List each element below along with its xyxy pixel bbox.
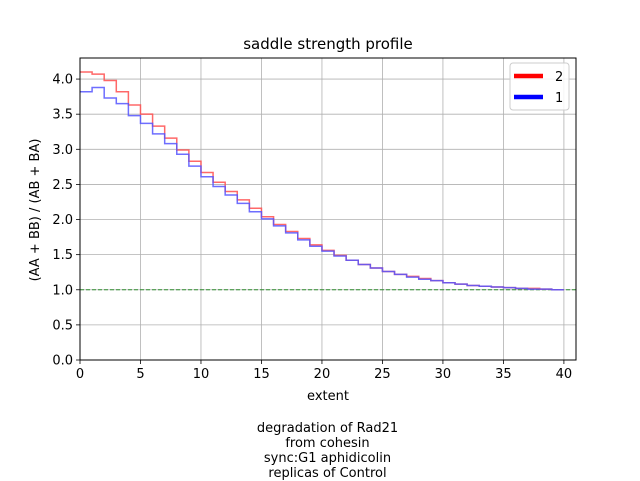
x-tick-label: 35	[495, 367, 512, 382]
x-axis-ticks: 0 5 10 15 20 25 30 35 40	[76, 360, 572, 382]
x-tick-label: 25	[374, 367, 391, 382]
x-axis-label: extent	[307, 389, 349, 404]
series-line-1	[80, 86, 564, 291]
plot-frame	[79, 57, 577, 361]
y-axis-ticks: 0.0 0.5 1.0 1.5 2.0 2.5 3.0 3.5 4.0	[52, 73, 80, 369]
x-tick-label: 30	[435, 367, 452, 382]
caption-line-2: from cohesin	[285, 436, 370, 451]
x-tick-label: 10	[193, 367, 210, 382]
y-tick-label: 2.5	[52, 178, 73, 193]
caption-line-3: sync:G1 aphidicolin	[263, 451, 392, 466]
caption-line-4: replicas of Control	[268, 466, 387, 481]
x-tick-label: 5	[136, 367, 144, 382]
legend: 21	[509, 62, 570, 111]
grid-lines	[79, 58, 576, 361]
legend-label-1: 1	[555, 91, 563, 106]
caption: degradation of Rad21 from cohesin sync:G…	[0, 421, 640, 481]
x-tick-label: 40	[556, 367, 573, 382]
y-tick-label: 1.5	[52, 248, 73, 263]
y-tick-label: 3.0	[52, 143, 73, 158]
y-tick-label: 2.0	[52, 213, 73, 228]
legend-label-2: 2	[555, 70, 563, 85]
y-tick-label: 3.5	[52, 108, 73, 123]
y-tick-label: 0.0	[52, 354, 73, 369]
series-lines	[80, 71, 564, 291]
x-tick-label: 20	[314, 367, 331, 382]
caption-line-1: degradation of Rad21	[256, 421, 399, 436]
y-tick-label: 1.0	[52, 283, 73, 298]
x-tick-label: 15	[253, 367, 270, 382]
y-tick-label: 0.5	[52, 318, 73, 333]
y-tick-label: 4.0	[52, 73, 73, 88]
chart-title: saddle strength profile	[243, 35, 413, 53]
x-tick-label: 0	[76, 367, 84, 382]
y-axis-label: (AA + BB) / (AB + BA)	[28, 139, 43, 282]
